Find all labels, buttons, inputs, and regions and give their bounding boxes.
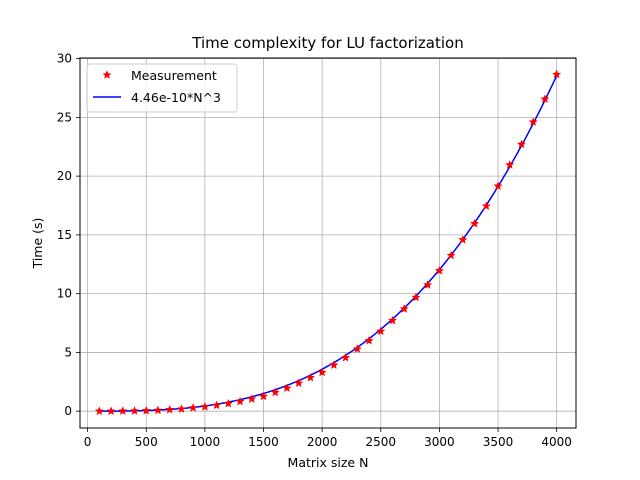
y-tick-label: 25 <box>57 110 72 124</box>
measurement-point <box>446 250 456 260</box>
measurement-point <box>387 315 398 325</box>
x-tick-label: 2000 <box>307 435 338 449</box>
measurement-point <box>434 265 445 275</box>
measurement-point <box>329 360 339 370</box>
legend-box <box>86 63 238 113</box>
measurement-point <box>469 218 480 228</box>
x-tick-label: 0 <box>84 435 92 449</box>
measurement-point <box>188 403 198 412</box>
measurement-point <box>352 344 362 353</box>
measurement-point <box>540 94 550 104</box>
x-tick-label: 3500 <box>483 435 514 449</box>
legend-label-fit: 4.46e-10*N^3 <box>131 90 221 105</box>
measurement-point <box>118 406 128 416</box>
y-tick-label: 5 <box>64 345 72 359</box>
measurement-point <box>305 372 316 382</box>
measurement-point <box>516 139 527 149</box>
measurement-point <box>364 335 374 345</box>
y-tick-label: 30 <box>57 52 72 66</box>
y-tick-label: 0 <box>64 404 72 418</box>
measurement-point <box>551 69 562 79</box>
y-tick-label: 10 <box>57 287 72 301</box>
measurement-point <box>528 117 538 127</box>
measurement-point <box>458 234 468 244</box>
chart-title: Time complexity for LU factorization <box>191 34 463 52</box>
measurement-point <box>270 387 280 397</box>
legend: Measurement 4.46e-10*N^3 <box>86 63 238 113</box>
measurement-point <box>282 383 292 393</box>
measurement-point <box>481 201 491 211</box>
x-tick-label: 3000 <box>424 435 455 449</box>
legend-marker-measurement <box>102 70 112 79</box>
y-tick-label: 20 <box>57 169 72 183</box>
measurement-point <box>317 367 327 377</box>
measurement-point <box>223 398 233 408</box>
measurement-point <box>493 181 503 191</box>
grid-lines <box>80 58 576 428</box>
measurement-point <box>340 352 351 362</box>
measurement-point <box>165 404 175 414</box>
measurement-point <box>200 401 210 411</box>
measurement-point <box>247 394 257 404</box>
x-tick-label: 1000 <box>190 435 221 449</box>
fit-curve-line <box>99 75 558 412</box>
measurement-point <box>129 406 140 415</box>
x-tick-label: 4000 <box>541 435 572 449</box>
x-tick-label: 2500 <box>365 435 396 449</box>
measurement-point <box>211 400 222 410</box>
measurement-point <box>141 405 151 415</box>
legend-label-measurement: Measurement <box>131 68 217 83</box>
measurement-point <box>176 404 187 414</box>
measurement-point <box>411 292 421 302</box>
series-group <box>94 69 562 416</box>
measurement-point <box>505 160 515 169</box>
x-tick-label: 500 <box>135 435 158 449</box>
plot-frame <box>79 57 577 429</box>
measurement-point <box>258 391 269 401</box>
measurement-point <box>153 405 163 415</box>
y-axis-label: Time (s) <box>30 218 45 270</box>
measurement-point <box>399 304 409 313</box>
x-axis-label: Matrix size N <box>288 455 369 470</box>
measurement-point <box>106 406 116 416</box>
axis-ticks: 0 500 1000 1500 2000 2500 3000 3500 4000 0 5 10 15 20… <box>57 52 572 449</box>
measurement-point <box>235 396 245 406</box>
y-tick-label: 15 <box>57 228 72 242</box>
x-tick-label: 1500 <box>248 435 279 449</box>
measurement-point <box>376 326 386 336</box>
measurement-point <box>423 280 433 289</box>
measurement-point <box>94 406 105 416</box>
measurement-point <box>294 378 304 388</box>
